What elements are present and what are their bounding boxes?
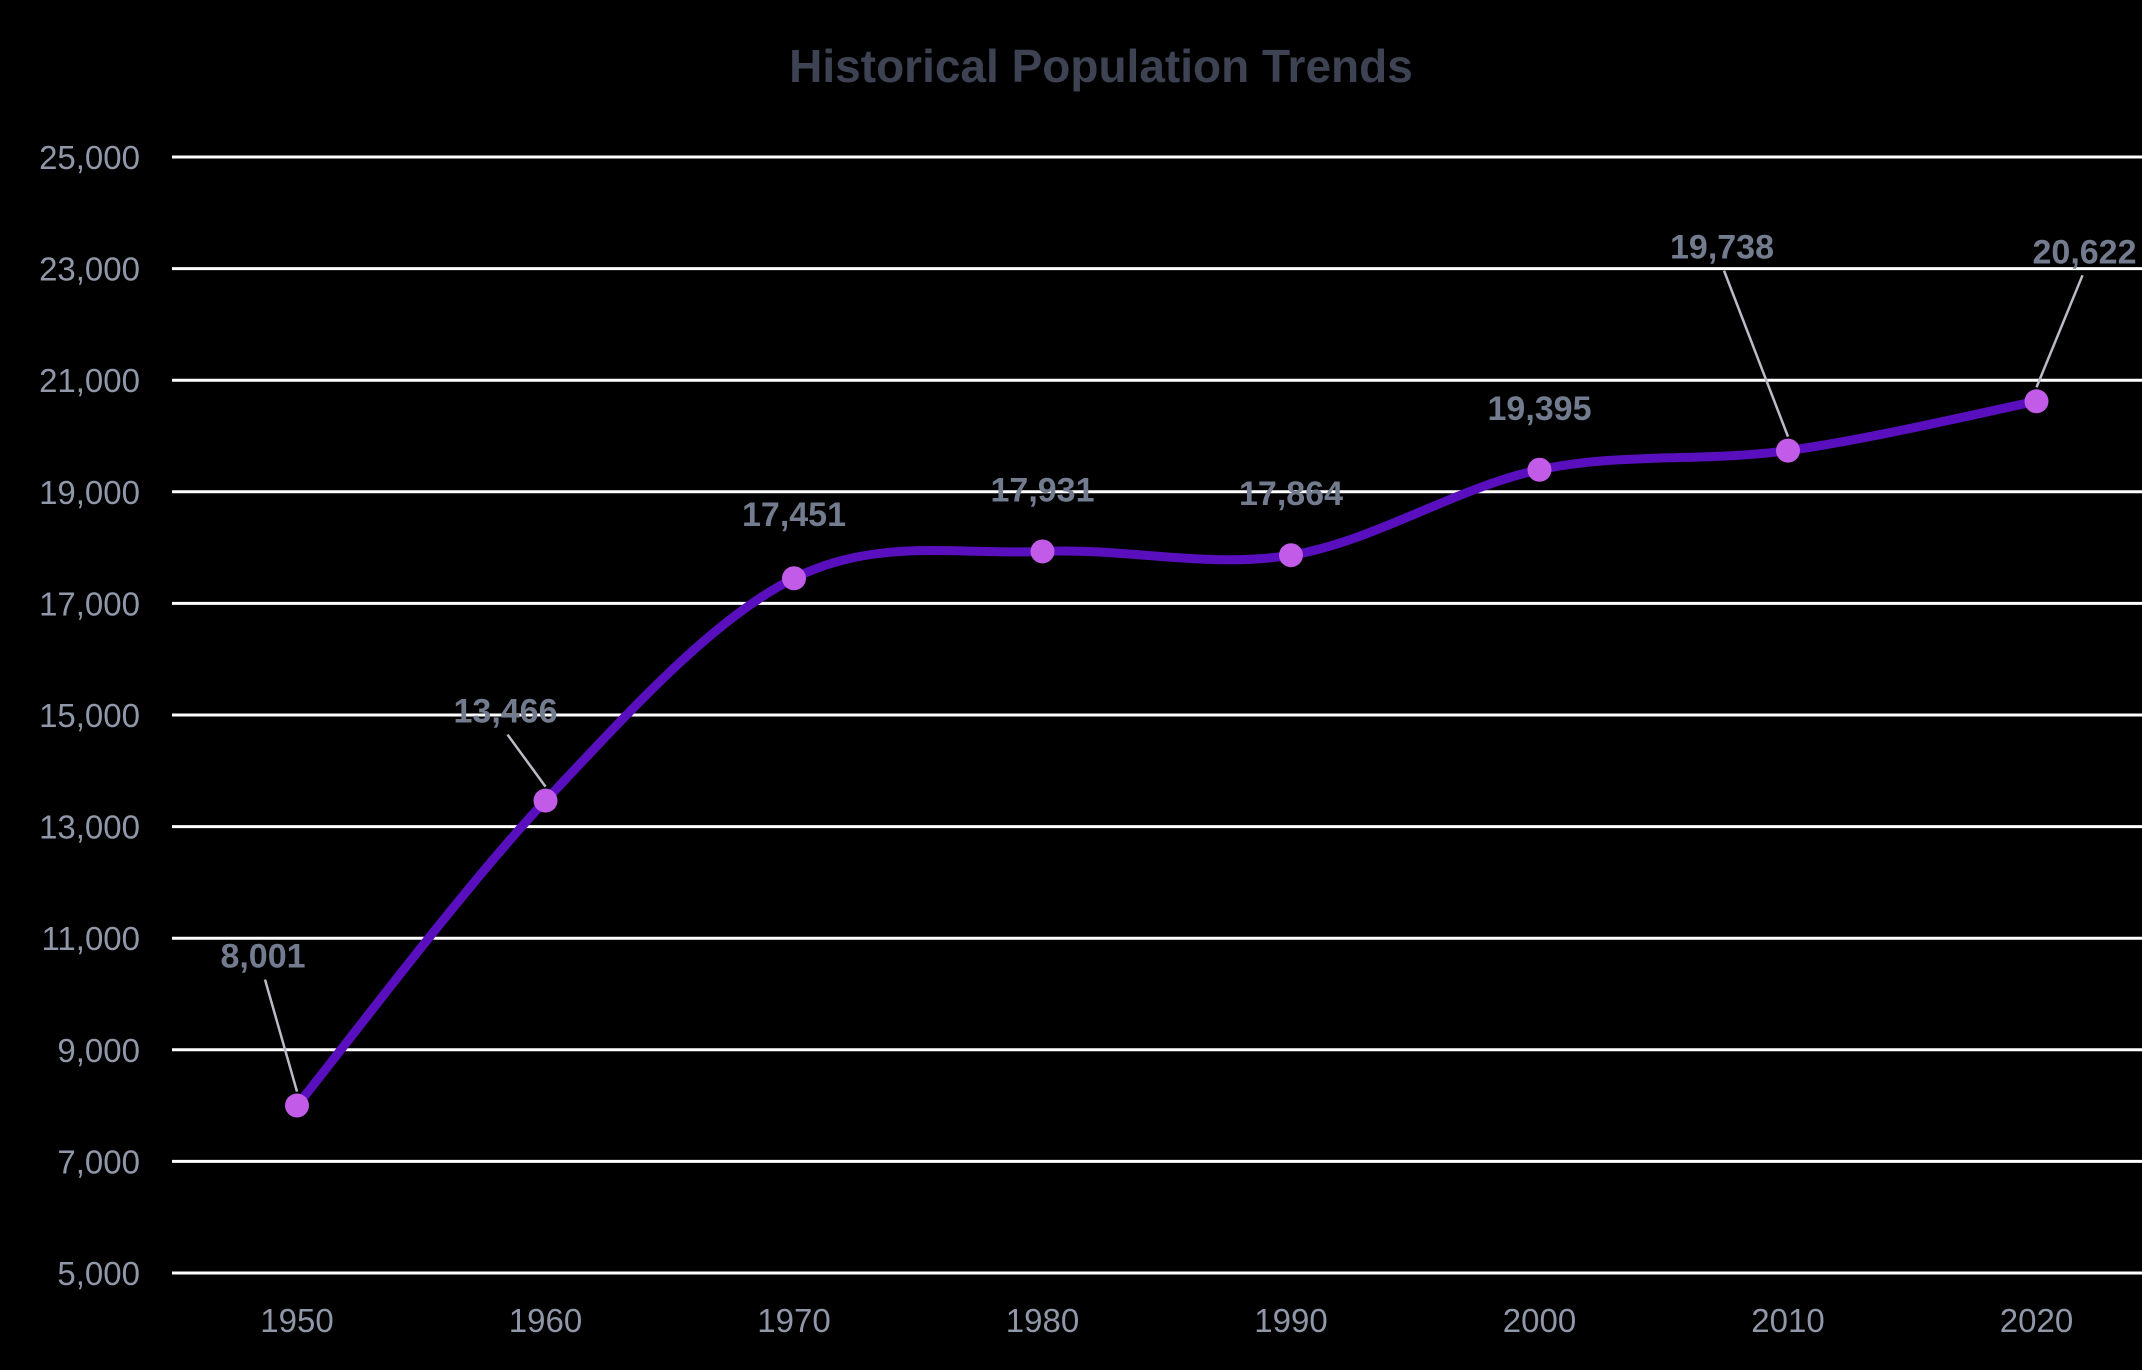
y-tick-label: 25,000 — [39, 139, 140, 176]
y-tick-label: 9,000 — [57, 1032, 140, 1069]
y-tick-label: 13,000 — [39, 809, 140, 846]
data-point — [533, 788, 558, 813]
data-label: 19,738 — [1670, 229, 1774, 267]
x-tick-label: 2000 — [1503, 1302, 1576, 1339]
data-label-leader — [2035, 274, 2084, 388]
y-tick-label: 15,000 — [39, 697, 140, 734]
x-tick-label: 1950 — [260, 1302, 333, 1339]
x-tick-label: 2010 — [1751, 1302, 1824, 1339]
x-tick-label: 1980 — [1006, 1302, 1079, 1339]
y-axis-tick-labels: 5,000 7,000 9,000 11,000 13,000 15,000 17,000 1… — [39, 139, 140, 1292]
y-tick-label: 17,000 — [39, 585, 140, 622]
y-tick-label: 5,000 — [57, 1255, 140, 1292]
data-label: 13,466 — [454, 693, 558, 731]
data-label: 20,622 — [2033, 233, 2137, 271]
y-tick-label: 21,000 — [39, 362, 140, 399]
data-label: 19,395 — [1488, 390, 1592, 428]
x-axis-tick-labels: 1950 1960 1970 1980 1990 2000 2010 2020 — [260, 1302, 2073, 1339]
data-point — [285, 1093, 309, 1118]
data-point — [1279, 543, 1303, 568]
data-label: 17,931 — [991, 471, 1095, 509]
y-tick-label: 19,000 — [39, 474, 140, 511]
data-label: 17,451 — [742, 496, 846, 534]
data-label: 17,864 — [1239, 475, 1343, 513]
data-label-leader — [263, 979, 299, 1092]
data-label-leader — [506, 733, 547, 788]
y-tick-label: 7,000 — [57, 1143, 140, 1180]
data-markers — [285, 389, 2049, 1118]
series-line — [292, 396, 2041, 1111]
x-tick-label: 1990 — [1254, 1302, 1327, 1339]
data-point — [2024, 389, 2049, 414]
x-tick-label: 1970 — [757, 1302, 830, 1339]
data-labels: 8,001 13,466 17,451 17,931 17,864 19,395 19,73… — [220, 229, 2136, 976]
x-tick-label: 1960 — [509, 1302, 582, 1339]
chart-title: Historical Population Trends — [789, 40, 1413, 92]
data-label: 8,001 — [220, 938, 305, 976]
y-tick-label: 23,000 — [39, 251, 140, 288]
gridlines — [172, 155, 2142, 1275]
series-line-layer — [292, 396, 2041, 1111]
data-label-leader — [1722, 270, 1790, 438]
data-point — [1527, 457, 1552, 482]
data-point — [782, 566, 806, 591]
y-tick-label: 11,000 — [42, 920, 140, 957]
x-tick-label: 2020 — [2000, 1302, 2073, 1339]
data-point — [1030, 539, 1055, 564]
data-label-leaders — [263, 270, 2084, 1092]
data-point — [1776, 438, 1800, 463]
